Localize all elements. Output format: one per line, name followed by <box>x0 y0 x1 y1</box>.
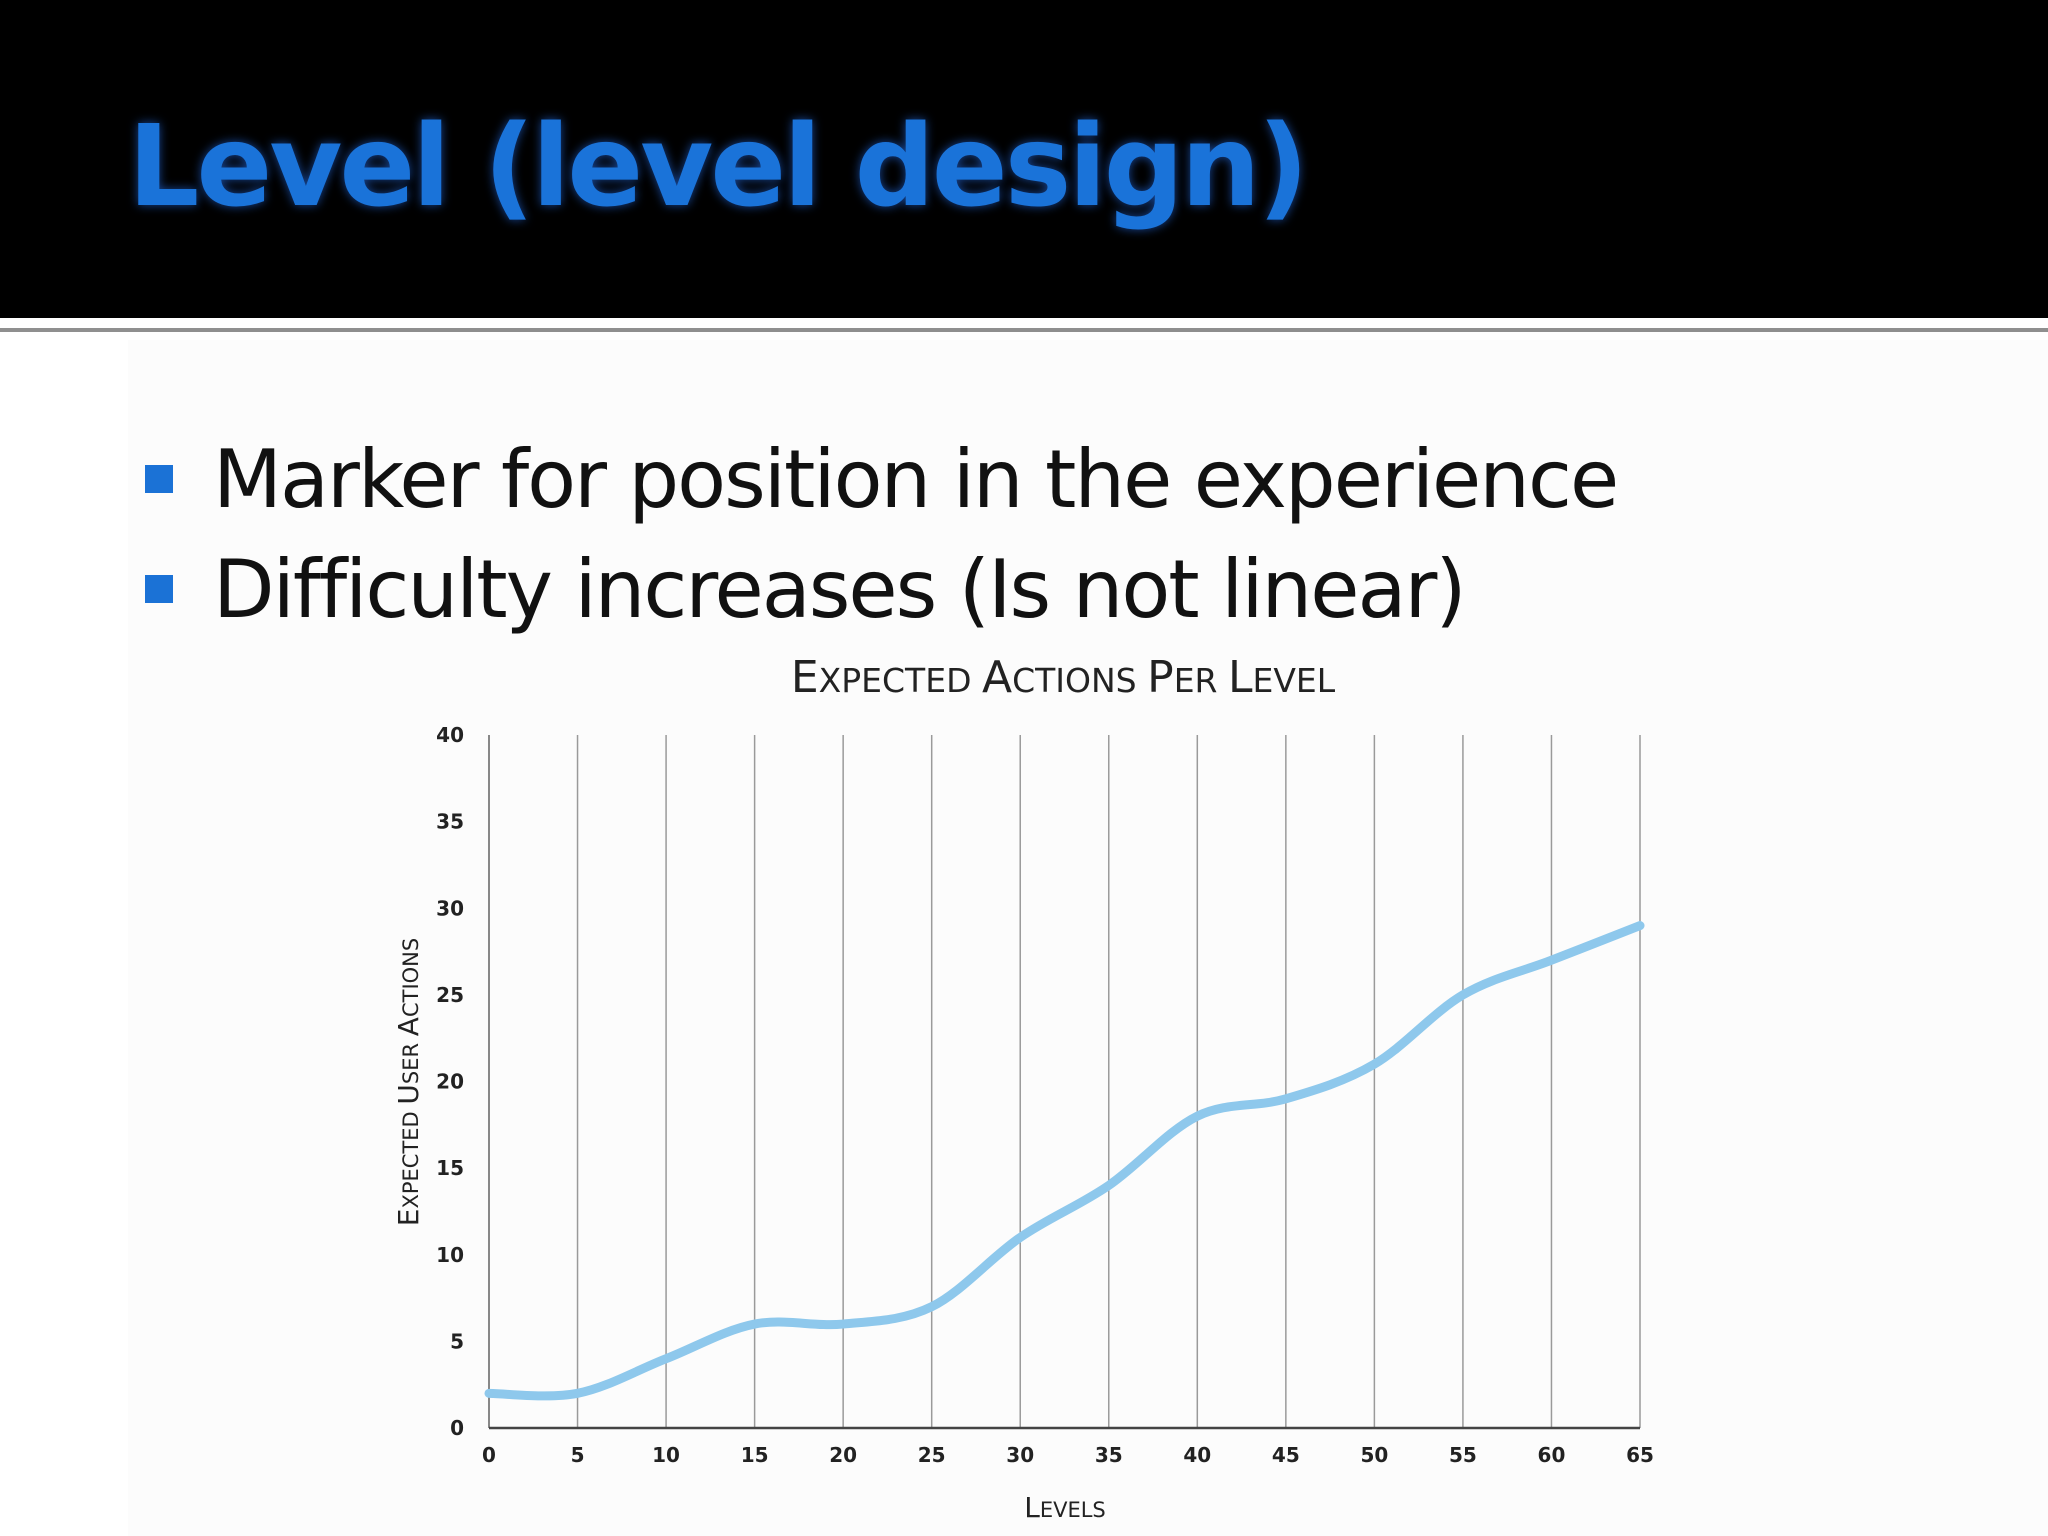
square-bullet-icon <box>145 575 173 603</box>
header-rule <box>0 328 2048 332</box>
title-bar: Level (level design) <box>0 0 2048 318</box>
y-tick-label: 0 <box>450 1416 464 1440</box>
x-tick-label: 0 <box>482 1443 496 1467</box>
x-tick-label: 60 <box>1538 1443 1566 1467</box>
series-line <box>484 921 1645 1401</box>
y-tick-label: 15 <box>436 1156 464 1180</box>
y-tick-label: 20 <box>436 1070 464 1094</box>
x-tick-label: 25 <box>918 1443 946 1467</box>
slide-title: Level (level design) <box>128 102 1309 232</box>
x-tick-label: 40 <box>1183 1443 1211 1467</box>
y-tick-label: 35 <box>436 810 464 834</box>
y-tick-label: 40 <box>436 723 464 747</box>
x-tick-label: 45 <box>1272 1443 1300 1467</box>
x-tick-label: 50 <box>1360 1443 1388 1467</box>
y-tick-label: 30 <box>436 896 464 920</box>
content-area <box>128 340 2048 1536</box>
y-tick-label: 25 <box>436 983 464 1007</box>
x-tick-label: 5 <box>571 1443 585 1467</box>
x-tick-label: 35 <box>1095 1443 1123 1467</box>
bullet-text: Marker for position in the experience <box>213 433 1619 526</box>
y-tick-label: 5 <box>450 1329 464 1353</box>
bullet-text: Difficulty increases (Is not linear) <box>213 543 1467 636</box>
y-tick-label: 10 <box>436 1243 464 1267</box>
tick-labels: 0 5 10 15 20 25 30 35 40 45 50 55 60 65 0 5 10 15 20 25 30 35… <box>436 723 1654 1467</box>
x-tick-label: 65 <box>1626 1443 1654 1467</box>
y-axis-label: EXPECTED USER ACTIONS <box>392 938 425 1226</box>
chart-axes <box>488 735 1640 1430</box>
x-tick-label: 15 <box>741 1443 769 1467</box>
x-tick-label: 30 <box>1006 1443 1034 1467</box>
x-tick-label: 10 <box>652 1443 680 1467</box>
x-tick-label: 55 <box>1449 1443 1477 1467</box>
x-tick-label: 20 <box>829 1443 857 1467</box>
chart-title: EXPECTED ACTIONS PER LEVEL <box>791 652 1336 703</box>
chart-grid <box>576 735 1641 1428</box>
x-axis-label: LEVELS <box>1024 1491 1106 1524</box>
square-bullet-icon <box>145 465 173 493</box>
series-layer <box>484 921 1645 1401</box>
